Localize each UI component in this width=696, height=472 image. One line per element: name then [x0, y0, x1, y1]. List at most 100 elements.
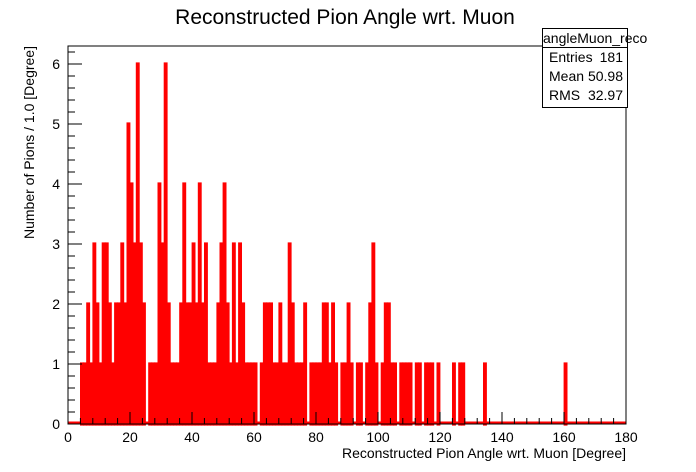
histogram-bar: [129, 182, 134, 426]
histogram-bar: [163, 62, 168, 426]
y-tick-label: 0: [52, 416, 60, 432]
histogram-bar: [135, 62, 140, 426]
histogram-bar: [368, 302, 373, 426]
chart-title: Reconstructed Pion Angle wrt. Muon: [175, 6, 515, 29]
x-tick-label: 160: [552, 429, 576, 445]
histogram-bar: [216, 302, 221, 426]
histogram-bar: [272, 362, 277, 426]
histogram-bar: [427, 362, 432, 426]
histogram-bar: [278, 302, 283, 426]
histogram-bar: [300, 362, 305, 426]
histogram-bar: [290, 302, 295, 426]
histogram-bar: [194, 302, 199, 426]
stats-title: angleMuon_reco: [543, 30, 648, 48]
x-tick-label: 0: [64, 429, 72, 445]
histogram-bar: [157, 182, 162, 426]
histogram-bar: [244, 362, 249, 426]
histogram-bar: [259, 362, 264, 426]
y-axis-label: Number of Pions / 1.0 [Degree]: [21, 46, 37, 239]
histogram-bar: [89, 362, 94, 426]
histogram-bar: [188, 302, 193, 426]
x-tick-label: 60: [246, 429, 262, 445]
stats-value: 32.97: [587, 87, 623, 103]
histogram-bar: [436, 362, 441, 426]
histogram-bar: [359, 362, 363, 426]
histogram-bar: [424, 362, 429, 426]
histogram-bar: [309, 362, 314, 426]
stats-value: 181: [599, 49, 623, 65]
histogram-bar: [86, 302, 91, 426]
histogram-bar: [200, 302, 205, 426]
stats-row-mean: Mean 50.98: [543, 67, 627, 86]
histogram-bar: [390, 362, 394, 426]
histogram-bar: [340, 362, 345, 426]
histogram-bar: [160, 242, 165, 426]
x-axis-label: Reconstructed Pion Angle wrt. Muon [Degr…: [342, 445, 626, 461]
histogram-bar: [241, 302, 246, 426]
histogram-bar: [210, 362, 215, 426]
histogram-bar: [126, 122, 131, 426]
histogram-bar: [269, 302, 274, 426]
histogram-bar: [213, 362, 218, 426]
histogram-bar: [318, 362, 323, 426]
histogram-bar: [169, 362, 174, 426]
histogram-bar: [114, 302, 118, 426]
histogram-bar: [349, 362, 354, 426]
histogram-bar: [430, 362, 435, 426]
stats-label: Mean: [549, 68, 585, 84]
histogram-bar: [142, 302, 146, 426]
x-tick-label: 120: [428, 429, 452, 445]
histogram-bar: [253, 362, 258, 426]
histogram-bar: [414, 362, 419, 426]
y-tick-label: 1: [52, 356, 60, 372]
histogram-bar: [483, 362, 487, 426]
histogram-bar: [235, 362, 239, 426]
histogram-bar: [176, 362, 180, 426]
y-tick-label: 3: [52, 236, 60, 252]
histogram-bar: [393, 362, 398, 426]
stats-row-rms: RMS 32.97: [543, 86, 627, 105]
histogram-bar: [219, 242, 224, 426]
histogram-bar: [303, 302, 308, 426]
histogram-bar: [92, 242, 97, 426]
histogram-bar: [250, 362, 255, 426]
histogram-bar: [83, 362, 87, 426]
histogram-bar: [346, 302, 351, 426]
histogram-bar: [417, 362, 422, 426]
histogram-bar: [238, 242, 242, 426]
histogram-bar: [173, 362, 177, 426]
histogram-bar: [408, 362, 413, 426]
histogram-bar: [138, 242, 143, 426]
histogram-bar: [371, 242, 376, 426]
x-tick-label: 20: [122, 429, 138, 445]
y-tick-label: 2: [52, 296, 60, 312]
histogram-bar: [315, 362, 320, 426]
histogram-bar: [179, 302, 184, 426]
histogram-bar: [148, 362, 153, 426]
histogram-bar: [328, 362, 332, 426]
y-tick-label: 4: [52, 176, 60, 192]
histogram-bar: [154, 362, 159, 426]
histogram-bar: [458, 362, 463, 426]
stats-value: 50.98: [587, 68, 623, 84]
histogram-bar: [228, 362, 233, 426]
histogram-bar: [563, 362, 568, 426]
histogram-bar: [293, 362, 298, 426]
histogram-bar: [204, 242, 208, 426]
histogram-bar: [120, 242, 125, 426]
histogram-bar: [222, 182, 227, 426]
x-tick-label: 100: [366, 429, 390, 445]
histogram-bar: [225, 302, 230, 426]
histogram-bar: [399, 362, 404, 426]
histogram-bar: [281, 362, 286, 426]
histogram-bar: [117, 302, 122, 426]
histogram-bar: [266, 302, 270, 426]
histogram-bar: [151, 362, 156, 426]
histogram-bar: [166, 302, 171, 426]
histogram-bar: [101, 242, 106, 426]
histogram-bar: [405, 362, 410, 426]
histogram-bar: [247, 362, 252, 426]
x-tick-label: 40: [184, 429, 200, 445]
histogram-bar: [402, 362, 407, 426]
